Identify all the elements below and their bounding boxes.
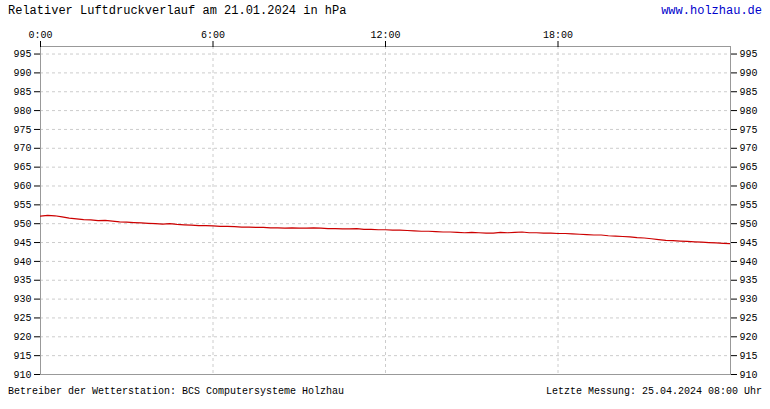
svg-text:995: 995 [740,49,758,60]
svg-text:930: 930 [740,294,758,305]
html-text:Relativer Luftdruckverlauf am: Relativer Luftdruckverlauf am 21.01.2024… [8,4,347,18]
svg-text:940: 940 [740,257,758,268]
svg-text:975: 975 [740,125,758,136]
svg-text:935: 935 [13,275,31,286]
svg-text:915: 915 [740,351,758,362]
svg-text:6:00: 6:00 [201,30,225,41]
svg-text:915: 915 [13,351,31,362]
svg-text:950: 950 [13,219,31,230]
svg-text:980: 980 [13,106,31,117]
svg-text:960: 960 [740,181,758,192]
svg-text:935: 935 [740,275,758,286]
svg-text:955: 955 [740,200,758,211]
svg-text:940: 940 [13,257,31,268]
svg-text:960: 960 [13,181,31,192]
svg-text:910: 910 [13,370,31,381]
svg-text:955: 955 [13,200,31,211]
svg-text:930: 930 [13,294,31,305]
svg-text:985: 985 [13,87,31,98]
svg-text:965: 965 [740,162,758,173]
svg-text:945: 945 [740,238,758,249]
svg-text:18:00: 18:00 [543,30,573,41]
svg-text:970: 970 [740,143,758,154]
svg-text:925: 925 [13,313,31,324]
html-text:Betreiber der Wetterstation: B: Betreiber der Wetterstation: BCS Compute… [8,386,345,397]
svg-text:920: 920 [740,332,758,343]
svg-text:975: 975 [13,125,31,136]
svg-text:925: 925 [740,313,758,324]
svg-text:970: 970 [13,143,31,154]
svg-text:920: 920 [13,332,31,343]
svg-text:965: 965 [13,162,31,173]
svg-text:990: 990 [740,68,758,79]
svg-text:980: 980 [740,106,758,117]
html-text:Letzte Messung: 25.04.2024 08:: Letzte Messung: 25.04.2024 08:00 Uhr [546,386,762,397]
svg-text:950: 950 [740,219,758,230]
svg-text:12:00: 12:00 [370,30,400,41]
svg-text:910: 910 [740,370,758,381]
svg-text:945: 945 [13,238,31,249]
svg-text:995: 995 [13,49,31,60]
svg-text:985: 985 [740,87,758,98]
svg-text:990: 990 [13,68,31,79]
html-text:www.holzhau.de: www.holzhau.de [661,4,762,18]
svg-text:0:00: 0:00 [28,30,52,41]
